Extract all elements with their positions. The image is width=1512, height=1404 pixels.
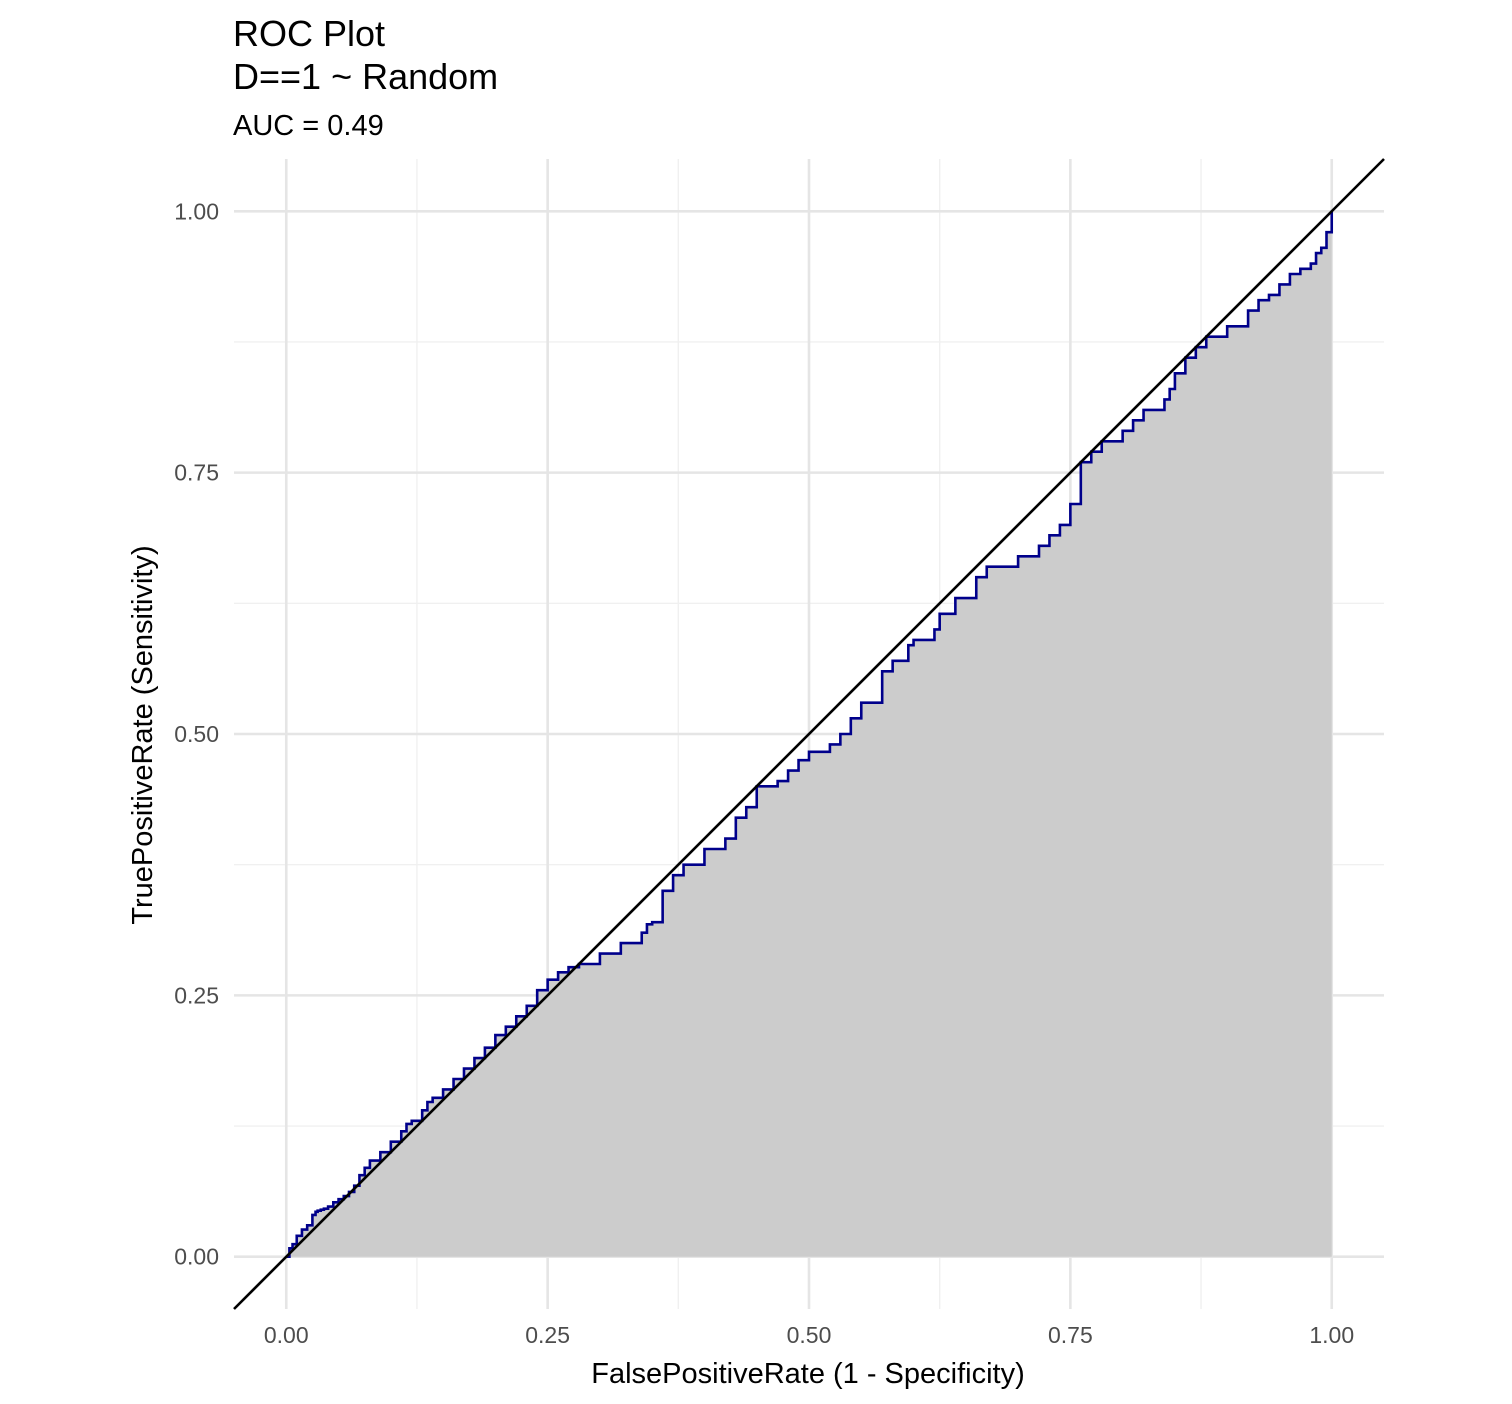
- roc-curve-layer: [286, 211, 1334, 1259]
- y-tick-label: 0.50: [174, 721, 219, 747]
- roc-curve-line: [286, 211, 1334, 1259]
- y-tick-label: 0.25: [174, 982, 219, 1008]
- x-tick-label: 0.25: [525, 1322, 570, 1348]
- y-tick-label: 0.75: [174, 460, 219, 486]
- x-axis-title: FalsePositiveRate (1 - Specificity): [591, 1358, 1025, 1390]
- y-axis-title: TruePositiveRate (Sensitivity): [127, 545, 159, 924]
- y-tick-label: 0.00: [174, 1244, 219, 1270]
- chart-title-line-1: ROC Plot: [233, 13, 385, 54]
- y-axis-ticks: 0.00 0.25 0.50 0.75 1.00: [174, 198, 219, 1269]
- reference-diagonal-line: [233, 158, 1385, 1310]
- x-axis-ticks: 0.00 0.25 0.50 0.75 1.00: [264, 1322, 1354, 1348]
- reference-line-layer: [233, 158, 1385, 1310]
- x-tick-label: 1.00: [1309, 1322, 1354, 1348]
- x-tick-label: 0.00: [264, 1322, 309, 1348]
- y-tick-label: 1.00: [174, 198, 219, 224]
- chart-title-line-2: D==1 ~ Random: [233, 56, 498, 97]
- chart-subtitle: AUC = 0.49: [233, 110, 384, 142]
- x-tick-label: 0.50: [787, 1322, 832, 1348]
- x-tick-label: 0.75: [1048, 1322, 1093, 1348]
